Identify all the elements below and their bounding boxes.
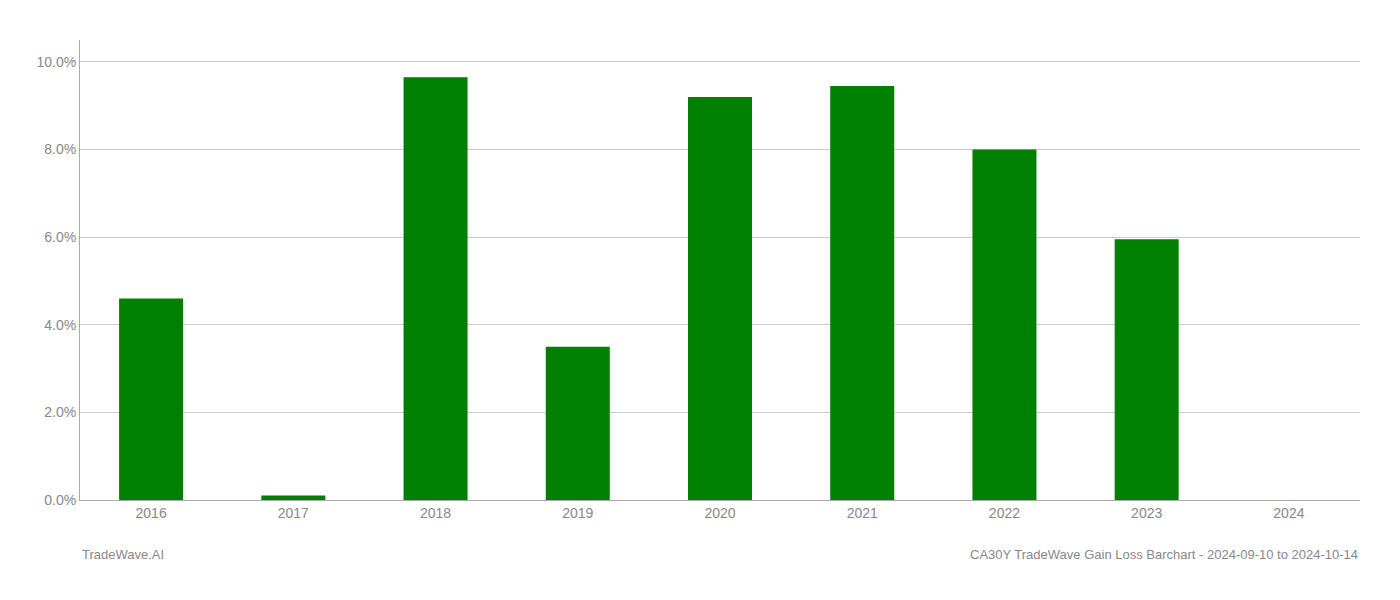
svg-text:2016: 2016 — [136, 505, 167, 521]
svg-text:2024: 2024 — [1273, 505, 1304, 521]
svg-text:2019: 2019 — [562, 505, 593, 521]
svg-text:8.0%: 8.0% — [44, 141, 76, 157]
svg-text:2020: 2020 — [704, 505, 735, 521]
svg-text:CA30Y TradeWave Gain Loss Barc: CA30Y TradeWave Gain Loss Barchart - 202… — [970, 547, 1358, 562]
svg-text:4.0%: 4.0% — [44, 317, 76, 333]
svg-text:10.0%: 10.0% — [36, 54, 76, 70]
svg-text:2018: 2018 — [420, 505, 451, 521]
svg-text:TradeWave.AI: TradeWave.AI — [82, 547, 164, 562]
svg-text:2023: 2023 — [1131, 505, 1162, 521]
svg-text:0.0%: 0.0% — [44, 492, 76, 508]
svg-text:2017: 2017 — [278, 505, 309, 521]
svg-text:2022: 2022 — [989, 505, 1020, 521]
svg-text:2.0%: 2.0% — [44, 404, 76, 420]
svg-text:2021: 2021 — [847, 505, 878, 521]
svg-text:6.0%: 6.0% — [44, 229, 76, 245]
